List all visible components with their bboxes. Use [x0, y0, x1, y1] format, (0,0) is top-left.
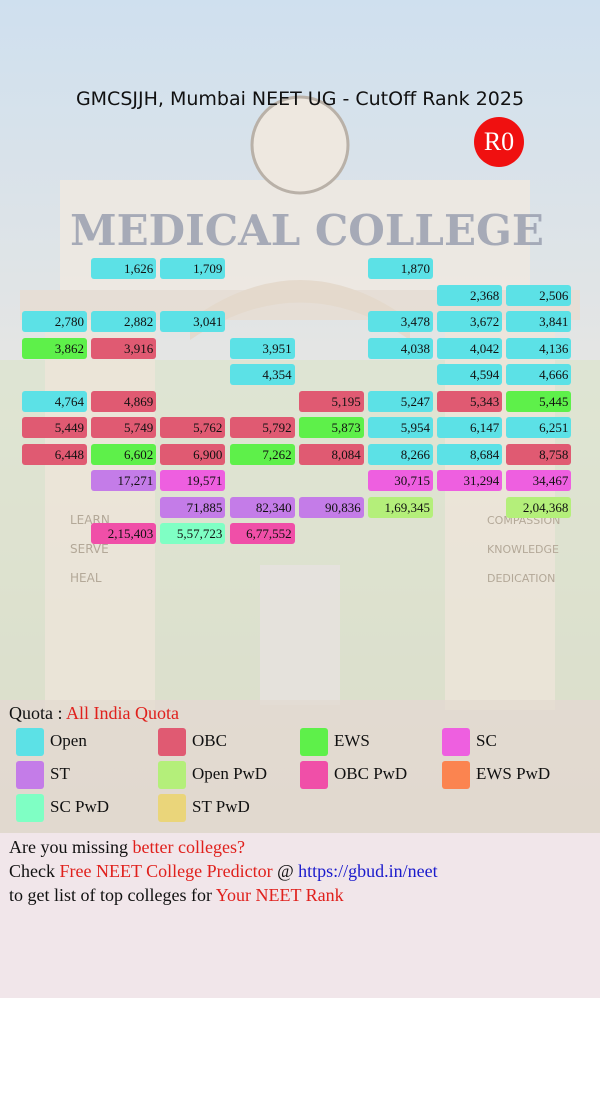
rank-chip: 4,354: [229, 364, 295, 385]
background-text: SERVE: [70, 542, 109, 556]
promo-text: better colleges?: [132, 837, 245, 857]
rank-chip: 2,15,403: [91, 523, 157, 544]
rank-chip: 82,340: [229, 496, 295, 518]
rank-chip: 8,084: [298, 443, 364, 465]
rank-chip: 3,672: [437, 311, 503, 332]
rank-chip: 3,478: [368, 311, 433, 332]
round-badge: R0: [474, 117, 524, 167]
rank-chip: 8,758: [506, 443, 572, 465]
promo-panel: Are you missing better colleges? Check Fr…: [0, 833, 600, 998]
rank-chip: 2,368: [437, 284, 503, 306]
legend-swatch: [158, 794, 186, 822]
rank-chip: 4,666: [506, 364, 572, 385]
legend-swatch: [442, 728, 470, 756]
promo-line: to get list of top colleges for Your NEE…: [9, 885, 344, 906]
rank-chip: 6,900: [160, 443, 226, 465]
promo-text: Free NEET College Predictor: [59, 861, 273, 881]
background-text: DEDICATION: [487, 572, 555, 585]
legend-swatch: [16, 761, 44, 789]
rank-chip: 5,57,723: [160, 523, 226, 544]
legend-label: Open PwD: [192, 764, 268, 783]
promo-line: Check Free NEET College Predictor @ http…: [9, 861, 438, 882]
rank-chip: 3,841: [506, 311, 572, 332]
rank-chip: 1,709: [160, 258, 226, 279]
rank-chip: 19,571: [160, 470, 226, 491]
rank-chip: 2,506: [506, 284, 572, 306]
legend-label: Open: [50, 731, 87, 750]
rank-chip: 8,684: [437, 443, 503, 465]
rank-chip: 3,916: [91, 337, 157, 359]
rank-chip: 1,626: [91, 258, 157, 279]
legend-label: SC PwD: [50, 797, 110, 816]
rank-chip: 6,448: [22, 443, 87, 465]
rank-chip: 30,715: [368, 470, 433, 491]
rank-chip: 6,602: [91, 443, 157, 465]
quota-label: Quota :: [9, 703, 66, 723]
quota-value: All India Quota: [66, 703, 179, 723]
promo-text: Check: [9, 861, 60, 881]
rank-chip: 2,882: [91, 311, 157, 332]
rank-chip: 6,147: [437, 417, 503, 438]
rank-chip: 2,04,368: [506, 496, 572, 518]
rank-chip: 31,294: [437, 470, 503, 491]
background-text: HEAL: [70, 571, 102, 585]
promo-text: @: [272, 861, 299, 881]
quota: Quota : All India Quota: [9, 703, 179, 724]
legend-label: EWS PwD: [476, 764, 551, 783]
rank-chip: 4,136: [506, 337, 572, 359]
legend-swatch: [300, 728, 328, 756]
rank-chip: 4,594: [437, 364, 503, 385]
rank-chip: 90,836: [298, 496, 364, 518]
legend-label: SC: [476, 731, 497, 750]
rank-chip: 5,247: [368, 390, 433, 412]
legend-label: OBC: [192, 731, 227, 750]
legend-swatch: [442, 761, 470, 789]
promo-text: Are you missing: [9, 837, 133, 857]
legend-label: EWS: [334, 731, 370, 750]
rank-chip: 1,870: [368, 258, 433, 279]
promo-text: to get list of top colleges for: [9, 885, 216, 905]
rank-chip: 5,445: [506, 390, 572, 412]
background-text: KNOWLEDGE: [487, 543, 559, 556]
promo-text: Your NEET Rank: [215, 885, 344, 905]
legend-swatch: [16, 728, 44, 756]
promo-line: Are you missing better colleges?: [9, 837, 245, 858]
rank-chip: 6,77,552: [229, 523, 295, 544]
background-text: MEDICAL COLLEGE: [70, 206, 544, 255]
rank-chip: 4,042: [437, 337, 503, 359]
legend-label: OBC PwD: [334, 764, 408, 783]
rank-chip: 5,749: [91, 417, 157, 438]
legend-label: ST: [50, 764, 70, 783]
rank-chip: 5,343: [437, 390, 503, 412]
rank-chip: 34,467: [506, 470, 572, 491]
legend-swatch: [300, 761, 328, 789]
rank-chip: 8,266: [368, 443, 433, 465]
rank-chip: 5,873: [298, 417, 364, 438]
rank-chip: 5,954: [368, 417, 433, 438]
rank-chip: 6,251: [506, 417, 572, 438]
rank-chip: 3,862: [22, 337, 87, 359]
legend-swatch: [158, 761, 186, 789]
promo-text: https://gbud.in/neet: [298, 861, 438, 881]
rank-chip: 4,869: [91, 390, 157, 412]
rank-chip: 4,764: [22, 390, 87, 412]
rank-chip: 5,449: [22, 417, 87, 438]
rank-chip: 71,885: [160, 496, 226, 518]
rank-chip: 2,780: [22, 311, 87, 332]
rank-chip: 5,762: [160, 417, 226, 438]
rank-chip: 5,792: [229, 417, 295, 438]
rank-chip: 7,262: [229, 443, 295, 465]
rank-chip: 3,951: [229, 337, 295, 359]
legend-label: ST PwD: [192, 797, 250, 816]
rank-chip: 4,038: [368, 337, 433, 359]
legend-swatch: [16, 794, 44, 822]
rank-chip: 17,271: [91, 470, 157, 491]
legend-swatch: [158, 728, 186, 756]
title: GMCSJJH, Mumbai NEET UG - CutOff Rank 20…: [75, 88, 525, 110]
rank-chip: 1,69,345: [368, 496, 433, 518]
rank-chip: 3,041: [160, 311, 226, 332]
rank-chip: 5,195: [298, 390, 364, 412]
